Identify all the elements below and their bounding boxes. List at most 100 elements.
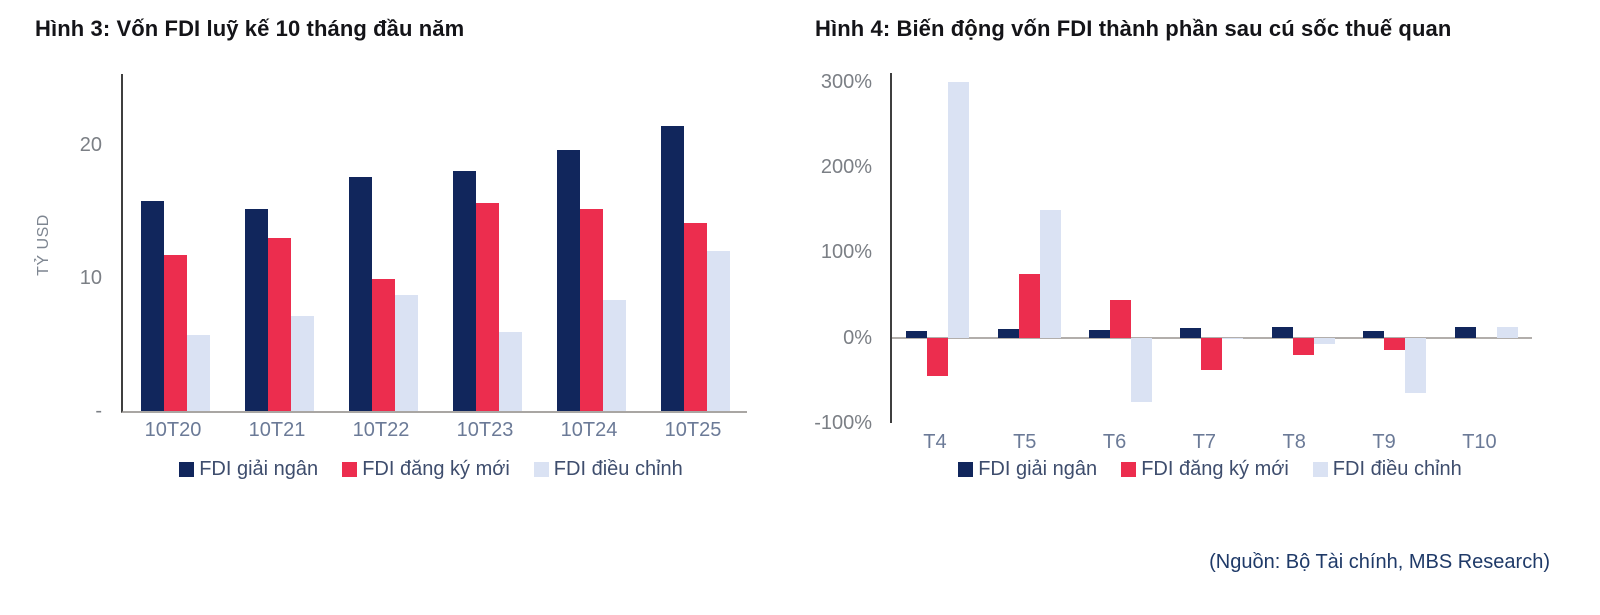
figure3-x-axis-categories: 10T20 10T21 10T22 10T23 10T24 10T25: [121, 419, 745, 442]
x-category-label: T5: [1013, 431, 1037, 453]
figure4-legend: FDI giải ngân FDI đăng ký mới FDI điều chỉ…: [880, 458, 1540, 481]
y-tick-label: 10: [79, 266, 102, 289]
bar-series-3-T9: [1405, 337, 1427, 394]
legend-swatch: [179, 462, 195, 477]
bar-series-1-10T25: [660, 125, 684, 411]
bar-group-T8: [1271, 73, 1335, 423]
legend-item: FDI giải ngân: [179, 458, 318, 481]
bar-series-1-T4: [906, 330, 928, 338]
bar-group-T5: [997, 73, 1061, 423]
x-category-label: 10T20: [144, 419, 202, 441]
bar-series-2-T6: [1110, 300, 1132, 338]
x-category-label: 10T22: [352, 419, 410, 441]
y-tick-label: 100%: [820, 241, 872, 264]
bar-series-2-T9: [1384, 337, 1406, 350]
bar-series-3-T5: [1039, 209, 1061, 338]
legend-item: FDI đăng ký mới: [342, 458, 510, 481]
legend-swatch: [958, 462, 974, 477]
figure4-y-axis-ticks: 300% 200% 100% 0% -100%: [760, 70, 872, 433]
bar-series-2-10T20: [163, 255, 187, 411]
figure4-title: Hình 4: Biến động vốn FDI thành phần sau…: [815, 16, 1452, 41]
bar-series-2-T5: [1018, 273, 1040, 338]
bar-series-3-T10: [1496, 326, 1518, 338]
bar-series-1-10T22: [348, 176, 372, 411]
x-category-label: 10T23: [456, 419, 514, 441]
source-note: (Nguồn: Bộ Tài chính, MBS Research): [1209, 551, 1550, 573]
legend-label: FDI điều chỉnh: [1332, 458, 1462, 480]
x-category-label: 10T25: [664, 419, 722, 441]
bar-group-10T23: [452, 74, 522, 411]
legend-item: FDI đăng ký mới: [1121, 458, 1289, 481]
bar-group-10T20: [140, 74, 210, 411]
bar-series-2-T8: [1292, 337, 1314, 355]
bar-series-1-T6: [1089, 329, 1111, 338]
bar-series-1-10T20: [140, 200, 164, 411]
legend-item: FDI giải ngân: [958, 458, 1097, 481]
x-category-label: T10: [1462, 431, 1497, 453]
bar-series-3-10T24: [602, 300, 626, 411]
x-category-label: T4: [923, 431, 947, 453]
y-tick-label: -100%: [814, 412, 872, 434]
bar-series-3-T7: [1222, 337, 1244, 340]
x-category-label: T6: [1102, 431, 1127, 453]
bar-series-1-10T21: [244, 208, 268, 411]
zero-axis-line: [892, 336, 1532, 339]
x-category-label: 10T24: [560, 419, 618, 441]
bar-series-1-T10: [1454, 327, 1476, 338]
bar-series-1-T9: [1363, 330, 1385, 338]
bar-series-3-T4: [948, 81, 970, 338]
y-tick-label: 20: [79, 133, 102, 156]
y-tick-label: -: [95, 400, 102, 422]
legend-swatch: [1121, 462, 1137, 477]
y-tick-label: 300%: [820, 70, 872, 93]
x-category-label: T8: [1282, 431, 1306, 453]
bar-series-2-10T23: [475, 203, 499, 411]
legend-item: FDI điều chỉnh: [533, 458, 683, 481]
legend-item: FDI điều chỉnh: [1312, 458, 1462, 481]
bar-group-T9: [1363, 73, 1427, 423]
legend-label: FDI đăng ký mới: [362, 458, 510, 480]
bar-series-1-T8: [1271, 326, 1293, 338]
bar-group-T7: [1180, 73, 1244, 423]
figure3-legend: FDI giải ngân FDI đăng ký mới FDI điều chỉ…: [111, 458, 751, 481]
bar-series-2-10T25: [683, 223, 707, 411]
figure3-title: Hình 3: Vốn FDI luỹ kế 10 tháng đầu năm: [35, 16, 465, 41]
figure4-x-axis-categories: T4 T5 T6 T7 T8 T9 T10: [890, 431, 1530, 454]
bar-series-2-T7: [1201, 337, 1223, 371]
figure4-bar-plot: [890, 73, 1532, 423]
figure3-y-axis-ticks: 20 10 -: [40, 74, 102, 421]
y-tick-label: 200%: [820, 155, 872, 178]
bar-series-3-T8: [1313, 337, 1335, 345]
legend-label: FDI giải ngân: [199, 458, 319, 480]
y-tick-label: 0%: [843, 326, 872, 349]
bar-series-2-10T24: [579, 208, 603, 411]
bar-series-1-10T24: [556, 149, 580, 411]
legend-swatch: [533, 462, 549, 477]
bar-group-10T21: [244, 74, 314, 411]
bar-series-3-10T23: [498, 332, 522, 411]
legend-label: FDI điều chỉnh: [553, 458, 683, 480]
legend-swatch: [1312, 462, 1328, 477]
bar-series-1-T5: [997, 329, 1019, 338]
x-category-label: T9: [1372, 431, 1396, 453]
bar-series-3-10T20: [186, 335, 210, 411]
bar-group-T6: [1089, 73, 1153, 423]
bar-group-10T24: [556, 74, 626, 411]
bar-group-10T25: [660, 74, 730, 411]
figure3-bar-plot: [121, 74, 747, 413]
legend-swatch: [342, 462, 358, 477]
bar-group-T4: [906, 73, 970, 423]
legend-label: FDI giải ngân: [978, 458, 1098, 480]
legend-label: FDI đăng ký mới: [1141, 458, 1289, 480]
bar-group-10T22: [348, 74, 418, 411]
x-category-label: 10T21: [248, 419, 306, 441]
x-category-label: T7: [1192, 431, 1217, 453]
bar-series-2-T4: [927, 337, 949, 377]
bar-series-3-10T21: [290, 316, 314, 411]
bar-group-T10: [1454, 73, 1518, 423]
bar-series-2-10T22: [371, 279, 395, 411]
bar-series-1-10T23: [452, 171, 476, 411]
bar-series-3-T6: [1131, 337, 1153, 402]
bar-series-1-T7: [1180, 328, 1202, 338]
